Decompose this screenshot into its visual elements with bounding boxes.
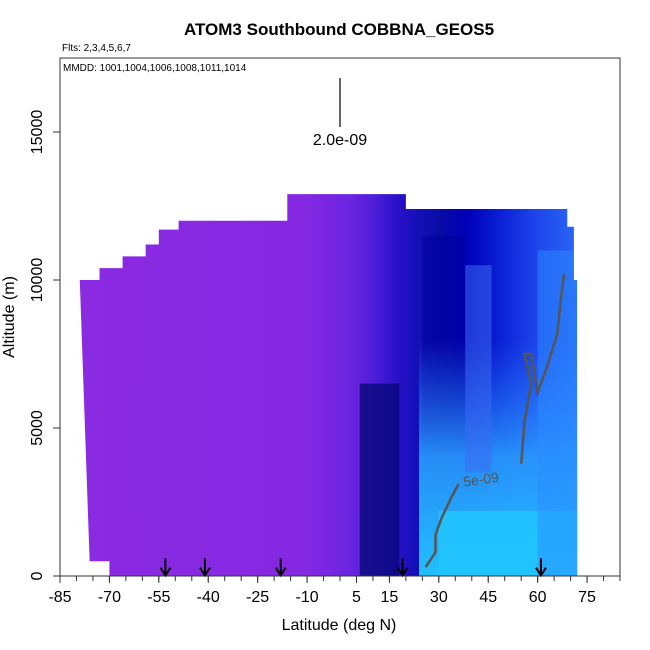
y-axis-label: Altitude (m) <box>1 276 18 358</box>
flights-label: Flts: 2,3,4,5,6,7 <box>62 43 131 54</box>
x-tick-label: -10 <box>295 589 318 606</box>
y-tick-label: 10000 <box>29 258 46 303</box>
scale-bar-label: 2.0e-09 <box>313 132 367 149</box>
contour-line-south <box>424 483 460 568</box>
heatmap-data-area <box>79 194 578 576</box>
flight-arrows <box>159 558 547 578</box>
flight-arrow <box>199 558 211 578</box>
x-tick-label: 30 <box>430 589 448 606</box>
flight-arrow <box>274 558 287 578</box>
flight-arrow <box>159 558 172 578</box>
x-tick-label: -85 <box>48 589 71 606</box>
x-tick-label: -25 <box>246 589 269 606</box>
x-tick-label: 60 <box>529 589 547 606</box>
x-tick-label: 45 <box>479 589 497 606</box>
contour-line-north <box>519 273 566 464</box>
x-axis: -85 -70 -55 -40 -25 -10 5 15 30 45 60 75 <box>48 576 621 606</box>
x-tick-label: 75 <box>578 589 596 606</box>
heatmap-fill <box>79 194 578 576</box>
y-axis: 0 5000 10000 15000 <box>29 110 60 580</box>
scale-bar: 2.0e-09 <box>313 78 367 149</box>
y-tick-label: 5000 <box>29 410 46 446</box>
x-tick-label: -40 <box>197 589 220 606</box>
contour-layer: 5e-09 <box>424 273 566 568</box>
x-tick-label: -55 <box>147 589 170 606</box>
flight-arrow <box>396 558 409 578</box>
flight-arrow <box>535 558 547 578</box>
x-tick-label: 15 <box>381 589 399 606</box>
x-tick-label: -70 <box>98 589 121 606</box>
chart-title: ATOM3 Southbound COBBNA_GEOS5 <box>184 20 494 39</box>
y-tick-label: 15000 <box>29 110 46 155</box>
y-tick-label: 0 <box>29 571 46 580</box>
heatmap-right-edge <box>537 250 578 576</box>
mmdd-label: MMDD: 1001,1004,1006,1008,1011,1014 <box>63 63 247 74</box>
heatmap-dark-core <box>359 383 400 576</box>
x-axis-label: Latitude (deg N) <box>282 617 397 634</box>
x-tick-label: 5 <box>352 589 361 606</box>
heatmap-blue-streak <box>465 265 492 473</box>
contour-label: 5e-09 <box>462 469 500 490</box>
